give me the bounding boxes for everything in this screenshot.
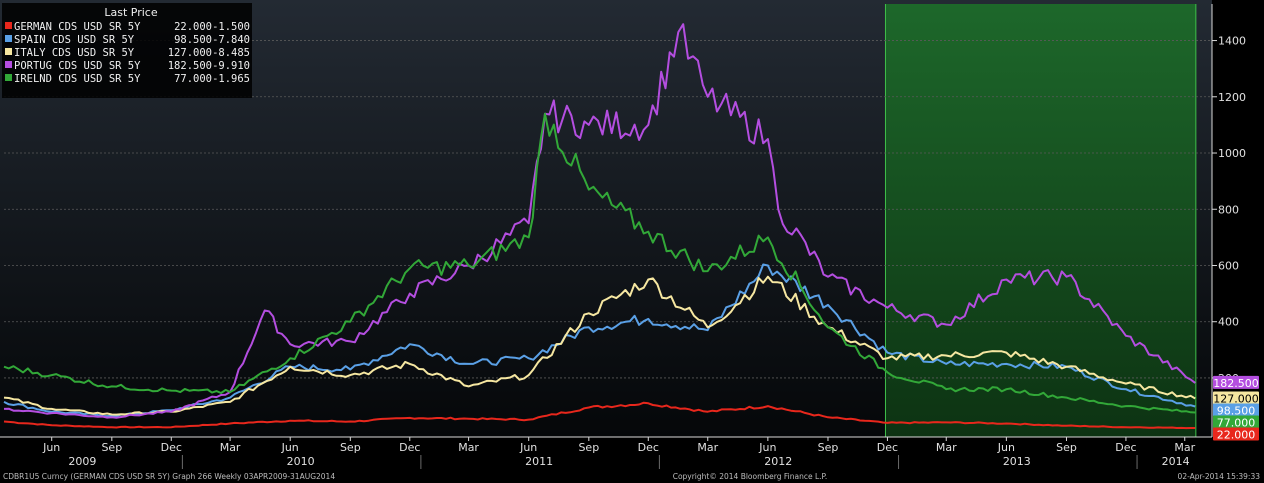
y-tick-label-1000: 1000 [1218, 147, 1246, 160]
x-tick-label-jun: Jun [758, 441, 776, 454]
y-tick-label-600: 600 [1218, 259, 1239, 272]
end-label-box-irelnd [1213, 415, 1259, 429]
x-tick-label-sep: Sep [340, 441, 361, 454]
shaded-region [885, 4, 1196, 437]
x-tick-label-dec: Dec [1115, 441, 1136, 454]
legend-last-spain: 98.500 [174, 34, 212, 46]
legend-change-italy: -8.485 [212, 47, 250, 59]
x-tick-label-dec: Dec [161, 441, 182, 454]
x-tick-label-jun: Jun [997, 441, 1015, 454]
year-label-2013: 2013 [1003, 455, 1031, 468]
end-label-box-portug [1213, 375, 1259, 389]
legend-swatch-german [5, 22, 12, 29]
legend-name-german: GERMAN CDS USD SR 5Y [14, 21, 141, 33]
x-tick-label-sep: Sep [818, 441, 839, 454]
series-lines-group [3, 23, 1196, 430]
right-axis-background [1212, 0, 1264, 437]
legend-last-portug: 182.500 [168, 60, 212, 72]
bottom-axis-background [0, 437, 1264, 483]
gridlines-group [4, 40, 1212, 379]
legend: Last Price GERMAN CDS USD SR 5Y 22.000 -1.5… [2, 3, 252, 98]
legend-title: Last Price [104, 6, 157, 19]
x-tick-label-mar: Mar [697, 441, 718, 454]
shaded-region-group [884, 4, 1197, 437]
end-label-box-spain [1213, 403, 1259, 417]
end-label-irelnd: 77.000 [1217, 416, 1256, 429]
x-axis: Jun Sep Dec Mar Jun Sep Dec Mar Jun Sep Dec Mar Jun S… [0, 436, 1212, 469]
legend-name-spain: SPAIN CDS USD SR 5Y [14, 34, 135, 46]
end-label-box-german [1213, 427, 1259, 441]
x-tick-label-mar: Mar [1174, 441, 1195, 454]
x-tick-label-dec: Dec [877, 441, 898, 454]
x-tick-label-jun: Jun [281, 441, 299, 454]
end-label-portug: 182.500 [1213, 377, 1259, 390]
end-label-spain: 98.500 [1217, 404, 1256, 417]
footer-source: CDBR1U5 Curncy (GERMAN CDS USD SR 5Y) Gr… [3, 472, 335, 481]
year-label-2014: 2014 [1162, 455, 1190, 468]
year-label-2012: 2012 [764, 455, 792, 468]
x-tick-label-mar: Mar [936, 441, 957, 454]
legend-swatch-italy [5, 48, 12, 55]
year-label-2009: 2009 [68, 455, 96, 468]
footer-copyright: Copyright© 2014 Bloomberg Finance L.P. [673, 472, 828, 481]
year-label-2011: 2011 [525, 455, 553, 468]
x-tick-label-sep: Sep [578, 441, 599, 454]
x-tick-label-dec: Dec [638, 441, 659, 454]
x-tick-label-sep: Sep [1056, 441, 1077, 454]
y-tick-label-400: 400 [1218, 316, 1239, 329]
y-tick-label-1200: 1200 [1218, 91, 1246, 104]
legend-name-italy: ITALY CDS USD SR 5Y [14, 47, 135, 59]
x-tick-label-mar: Mar [458, 441, 479, 454]
end-label-box-italy [1213, 391, 1259, 405]
series-line-irelnd [3, 112, 1196, 414]
end-label-italy: 127.000 [1213, 392, 1259, 405]
year-label-2010: 2010 [287, 455, 315, 468]
footer-timestamp: 02-Apr-2014 15:39:33 [1178, 472, 1261, 481]
legend-change-irelnd: -1.965 [212, 73, 250, 85]
legend-change-spain: -7.840 [212, 34, 250, 46]
y-tick-label-1400: 1400 [1218, 35, 1246, 48]
legend-swatch-irelnd [5, 74, 12, 81]
legend-last-italy: 127.000 [168, 47, 212, 59]
end-label-german: 22.000 [1217, 428, 1256, 441]
series-line-german [3, 401, 1196, 430]
series-line-portug [3, 23, 1196, 419]
legend-name-portug: PORTUG CDS USD SR 5Y [14, 60, 141, 72]
legend-name-irelnd: IRELND CDS USD SR 5Y [14, 73, 141, 85]
legend-change-german: -1.500 [212, 21, 250, 33]
series-line-spain [3, 263, 1196, 418]
legend-last-german: 22.000 [174, 21, 212, 33]
x-tick-label-sep: Sep [101, 441, 122, 454]
x-tick-label-jun: Jun [519, 441, 537, 454]
legend-swatch-portug [5, 61, 12, 68]
y-tick-label-800: 800 [1218, 203, 1239, 216]
x-tick-label-dec: Dec [399, 441, 420, 454]
series-line-italy [3, 275, 1196, 416]
legend-box [2, 3, 252, 98]
legend-swatch-spain [5, 35, 12, 42]
legend-last-irelnd: 77.000 [174, 73, 212, 85]
x-tick-label-jun: Jun [42, 441, 60, 454]
x-tick-label-mar: Mar [220, 441, 241, 454]
legend-change-portug: -9.910 [212, 60, 250, 72]
